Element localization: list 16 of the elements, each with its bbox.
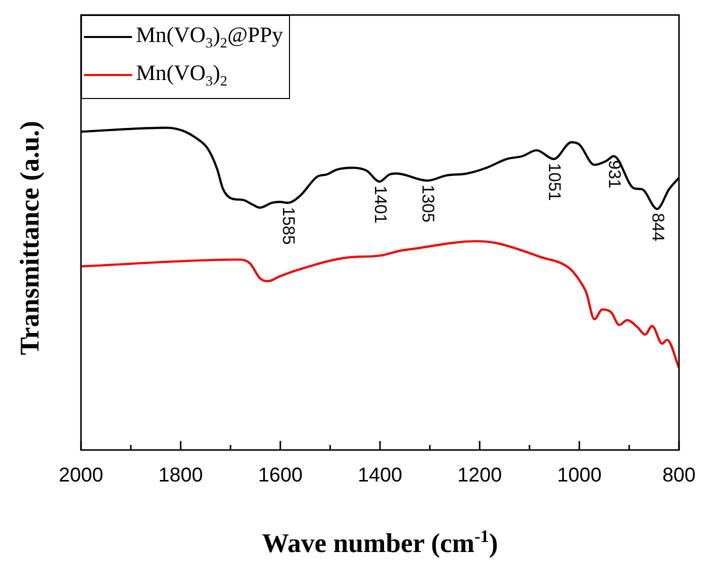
x-tick-label: 2000 bbox=[58, 464, 104, 487]
y-axis-title: Transmittance (a.u.) bbox=[14, 120, 46, 356]
legend-label: Mn(VO$_{3}$)$_{2}$@PPy bbox=[136, 22, 284, 52]
x-tick-label: 1800 bbox=[158, 464, 203, 487]
annotation: 1051 bbox=[545, 163, 564, 201]
x-tick-label: 1200 bbox=[457, 464, 502, 487]
legend-label: Mn(VO$_{3}$)$_{2}$ bbox=[136, 60, 228, 90]
x-tick-label: 800 bbox=[662, 464, 696, 487]
annotation: 1401 bbox=[370, 186, 390, 224]
annotation: 1305 bbox=[418, 184, 438, 222]
x-tick-label: 1600 bbox=[258, 464, 303, 487]
annotation: 1585 bbox=[279, 206, 298, 245]
x-tick-label: 1000 bbox=[557, 464, 602, 487]
x-axis-title: Wave number (cm$^{-1}$) bbox=[260, 526, 500, 559]
x-tick-label: 1400 bbox=[358, 464, 402, 487]
annotation: 844 bbox=[648, 212, 668, 242]
